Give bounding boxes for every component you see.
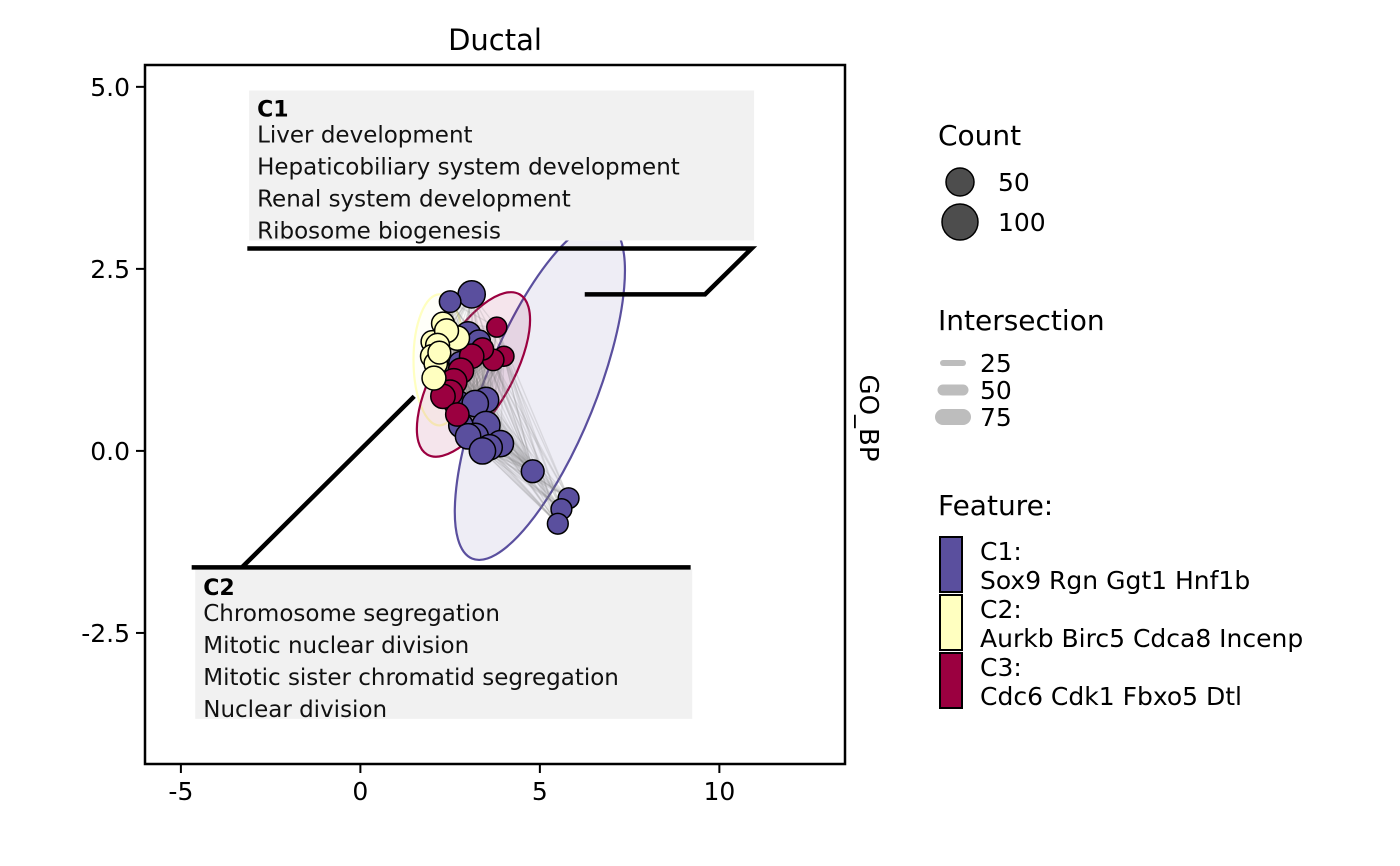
edge	[489, 446, 559, 525]
edge	[503, 356, 563, 510]
series-c3	[430, 316, 515, 427]
legend-feature-key: C3:	[980, 653, 1022, 682]
annotation-term: Chromosome segregation	[203, 601, 500, 627]
annotation-box	[195, 568, 693, 719]
point-c1	[546, 512, 569, 535]
edge	[492, 359, 534, 472]
y-tick-label: -2.5	[81, 619, 130, 648]
legend-feature-key: C1:	[980, 537, 1022, 566]
edge	[485, 399, 570, 499]
edge	[481, 450, 559, 525]
chart-title: Ductal	[448, 23, 542, 57]
legend-count-title: Count	[938, 119, 1021, 152]
annotation-leader	[191, 394, 691, 570]
edge	[492, 359, 563, 510]
point-c3	[444, 402, 470, 427]
legend-feature-genes: Aurkb Birc5 Cdca8 Incenp	[980, 624, 1303, 653]
point-c1	[438, 290, 462, 314]
legend-feature-swatch	[939, 594, 963, 651]
axes: -5 0 5 10 -2.5 0.0 2.5 5.0	[81, 73, 735, 806]
legend-feature-key: C2:	[980, 595, 1022, 624]
annotation-term: Mitotic nuclear division	[203, 633, 469, 659]
y-tick-label: 0.0	[90, 437, 130, 466]
point-c1	[468, 437, 497, 465]
edge	[481, 348, 559, 524]
annotation-box	[249, 90, 755, 241]
edge	[492, 359, 559, 524]
edge	[499, 443, 559, 525]
point-c1	[520, 459, 545, 484]
annotation-title: C1	[257, 97, 288, 122]
edge	[481, 348, 563, 510]
legend-count-label: 100	[998, 208, 1046, 237]
legend-feature-genes: Sox9 Rgn Ggt1 Hnf1b	[980, 566, 1250, 595]
point-c2	[421, 365, 447, 391]
legend-count-key	[945, 167, 975, 197]
edge	[481, 348, 570, 499]
legend-intersection-label: 75	[980, 403, 1012, 432]
plot-frame	[143, 63, 847, 766]
legend-feature-swatch	[939, 652, 963, 709]
point-c1	[457, 280, 487, 309]
legend-intersection-label: 50	[980, 376, 1012, 405]
annotation-title: C2	[203, 576, 234, 601]
facet-strip-label: GO_BP	[853, 374, 883, 461]
y-tick-label: 5.0	[90, 73, 130, 102]
x-tick-label: 5	[532, 777, 548, 806]
legend: Count50100Intersection255075Feature:C1:S…	[935, 119, 1303, 711]
point-c3	[486, 316, 508, 338]
point-c2	[427, 340, 452, 365]
edge	[492, 359, 570, 499]
series-c2	[419, 311, 471, 391]
legend-feature-genes: Cdc6 Cdk1 Fbxo5 Dtl	[980, 682, 1242, 711]
y-tick-label: 2.5	[90, 255, 130, 284]
legend-feature-swatch	[939, 536, 963, 593]
annotation-term: Liver development	[257, 122, 472, 148]
annotation-leader	[247, 246, 758, 297]
annotation-term: Ribosome biogenesis	[257, 218, 501, 244]
edge	[471, 355, 534, 472]
legend-count-key	[941, 203, 979, 241]
legend-intersection-title: Intersection	[938, 304, 1105, 337]
edge	[503, 356, 559, 524]
legend-intersection-label: 25	[980, 349, 1012, 378]
x-tick-label: 10	[703, 777, 735, 806]
edge	[503, 356, 534, 472]
annotation-term: Hepaticobiliary system development	[257, 154, 680, 180]
edge	[503, 355, 570, 499]
legend-feature-title: Feature:	[938, 489, 1053, 522]
edge	[482, 450, 562, 510]
edge	[499, 356, 505, 444]
x-tick-label: -5	[168, 777, 193, 806]
annotation-term: Nuclear division	[203, 697, 387, 723]
legend-count-label: 50	[998, 168, 1030, 197]
edge	[471, 294, 534, 472]
x-tick-label: 0	[352, 777, 368, 806]
annotation-term: Renal system development	[257, 186, 571, 212]
annotation-term: Mitotic sister chromatid segregation	[203, 665, 619, 691]
